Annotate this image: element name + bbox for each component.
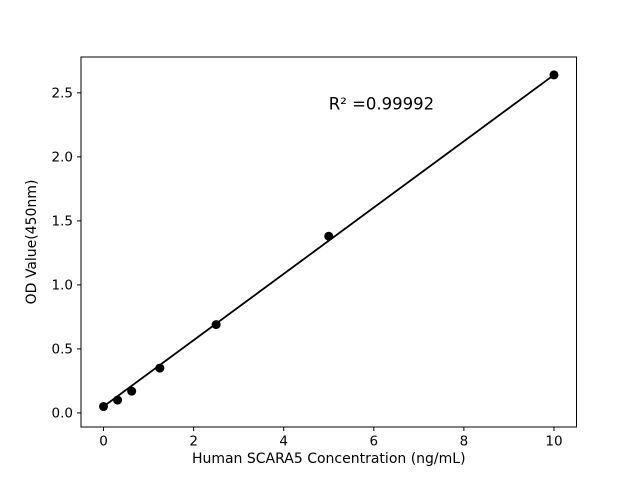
y-tick-label: 1.0 xyxy=(52,277,73,293)
y-tick-label: 0.0 xyxy=(52,405,73,421)
x-tick-label: 2 xyxy=(189,434,198,450)
x-tick-label: 6 xyxy=(369,434,378,450)
data-point xyxy=(549,70,559,80)
y-tick-label: 1.5 xyxy=(52,213,73,229)
x-tick-label: 0 xyxy=(99,434,108,450)
x-axis-label: Human SCARA5 Concentration (ng/mL) xyxy=(192,451,466,467)
data-point xyxy=(211,320,221,330)
data-point xyxy=(155,363,165,373)
data-point xyxy=(99,402,109,412)
y-tick-label: 2.0 xyxy=(52,149,73,165)
data-point xyxy=(127,386,137,396)
plot-area: 0 2 4 6 8 10 0.0 0.5 1.0 1.5 2.0 2.5 xyxy=(52,56,577,450)
r-squared-annotation: R² =0.99992 xyxy=(329,94,434,113)
data-point xyxy=(113,395,123,405)
x-tick-label: 10 xyxy=(545,434,562,450)
x-tick-label: 8 xyxy=(460,434,469,450)
y-axis-label: OD Value(450nm) xyxy=(24,180,40,305)
data-point xyxy=(324,231,334,241)
y-tick-label: 0.5 xyxy=(52,341,73,357)
x-tick-label: 4 xyxy=(279,434,288,450)
plot-frame xyxy=(80,56,577,428)
y-tick-label: 2.5 xyxy=(52,85,73,101)
